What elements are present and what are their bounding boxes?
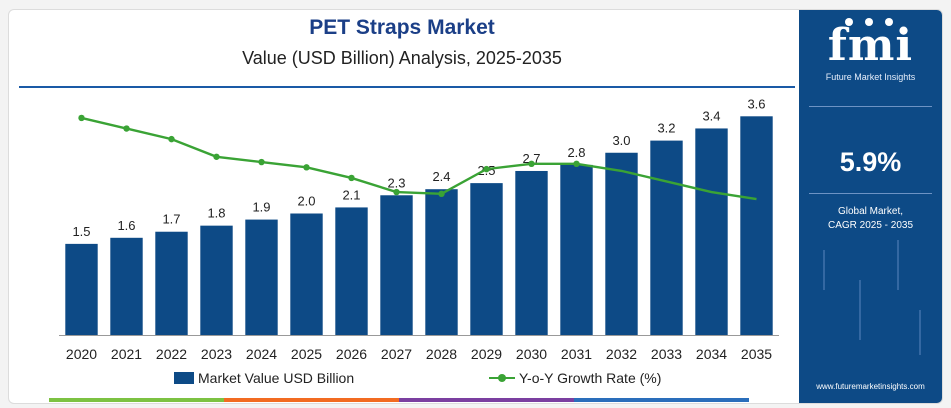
sidebar-rule-top	[809, 106, 932, 107]
bar-label-2023: 1.8	[207, 206, 225, 221]
chart-area: PET Straps Market Value (USD Billion) An…	[9, 10, 795, 403]
chart-card: PET Straps Market Value (USD Billion) An…	[8, 9, 943, 404]
legend-label-line: Y-o-Y Growth Rate (%)	[519, 370, 662, 386]
footer-strip-orange	[224, 398, 399, 402]
bar-2025	[290, 213, 323, 335]
bar-label-2025: 2.0	[297, 194, 315, 209]
title-divider	[19, 86, 795, 88]
x-tick-2024: 2024	[246, 346, 277, 362]
x-tick-2023: 2023	[201, 346, 232, 362]
x-tick-2028: 2028	[426, 346, 457, 362]
bar-label-2020: 1.5	[72, 224, 90, 239]
bar-label-2030: 2.7	[522, 151, 540, 166]
cagr-label-line2: CAGR 2025 - 2035	[827, 220, 914, 231]
cagr-label-line1: Global Market,	[837, 206, 904, 217]
footer-color-strip	[49, 398, 749, 402]
growth-point-2028	[438, 190, 445, 198]
bar-label-2027: 2.3	[387, 175, 405, 190]
brand-sidebar: fmi Future Market Insights 5.9% Global M…	[799, 10, 942, 403]
bar-2030	[515, 170, 548, 335]
logo-subtitle: Future Market Insights	[825, 72, 916, 82]
growth-point-2023	[213, 153, 220, 160]
plot-svg: 1.5 2020 1.6 2021 1.7 2022 1.8 2023 1.9 2024 2.0 20…	[59, 96, 779, 362]
bar-2020	[65, 243, 98, 335]
cagr-value: 5.9%	[839, 147, 902, 177]
x-tick-2020: 2020	[66, 346, 97, 362]
growth-point-2025	[303, 164, 310, 171]
footer-strip-purple	[399, 398, 574, 402]
bar-label-2034: 3.4	[702, 108, 720, 123]
x-tick-2027: 2027	[381, 346, 412, 362]
logo-dots-icon	[839, 18, 909, 28]
x-tick-2035: 2035	[741, 346, 772, 362]
x-tick-2022: 2022	[156, 346, 187, 362]
bar-2024	[245, 219, 278, 335]
growth-point-2029	[483, 165, 490, 173]
growth-point-2021	[123, 125, 130, 132]
bar-2021	[110, 237, 143, 335]
footer-strip-green	[49, 398, 224, 402]
bar-2033	[650, 140, 683, 335]
growth-point-2026	[348, 174, 355, 182]
x-tick-2032: 2032	[606, 346, 637, 362]
bar-label-2033: 3.2	[657, 121, 675, 136]
x-tick-2025: 2025	[291, 346, 322, 362]
bar-label-2024: 1.9	[252, 200, 270, 215]
bar-2023	[200, 225, 233, 335]
x-tick-2034: 2034	[696, 346, 727, 362]
bar-2034	[695, 128, 728, 335]
bar-2027	[380, 195, 413, 335]
bar-label-2031: 2.8	[567, 145, 585, 160]
chart-title: PET Straps Market	[309, 16, 495, 39]
x-tick-2031: 2031	[561, 346, 592, 362]
legend-item-bars: Market Value USD Billion	[174, 369, 354, 387]
bar-label-2032: 3.0	[612, 133, 630, 148]
bar-2032	[605, 152, 638, 335]
x-tick-2033: 2033	[651, 346, 682, 362]
sidebar-divider	[796, 10, 799, 403]
bar-2035	[740, 116, 773, 335]
legend-line-swatch	[489, 372, 515, 384]
bar-2022	[155, 231, 188, 335]
website-url: www.futuremarketinsights.com	[816, 382, 925, 391]
legend-item-line: Y-o-Y Growth Rate (%)	[489, 369, 661, 387]
x-tick-2021: 2021	[111, 346, 142, 362]
bar-2026	[335, 207, 368, 335]
bar-label-2022: 1.7	[162, 212, 180, 227]
legend-bar-swatch	[174, 372, 194, 384]
cagr-label: Global Market, CAGR 2025 - 2035	[799, 205, 942, 233]
bar-2028	[425, 189, 458, 335]
growth-point-2031	[573, 160, 580, 168]
growth-point-2027	[393, 188, 400, 196]
bar-label-2021: 1.6	[117, 218, 135, 233]
x-tick-2030: 2030	[516, 346, 547, 362]
growth-line	[81, 116, 757, 201]
growth-point-2024	[258, 158, 265, 166]
growth-point-2020	[78, 114, 85, 122]
chart-subtitle: Value (USD Billion) Analysis, 2025-2035	[242, 48, 562, 68]
x-tick-2029: 2029	[471, 346, 502, 362]
legend-label-bars: Market Value USD Billion	[198, 370, 355, 386]
bar-2029	[470, 183, 503, 335]
growth-point-2030	[528, 160, 535, 168]
bar-label-2028: 2.4	[432, 169, 450, 184]
footer-strip-blue	[574, 398, 749, 402]
x-tick-2026: 2026	[336, 346, 367, 362]
fmi-logo: fmi	[827, 20, 914, 71]
growth-point-2022	[168, 135, 175, 143]
bar-label-2026: 2.1	[342, 187, 360, 202]
bar-label-2035: 3.6	[747, 96, 765, 111]
bar-2031	[560, 164, 593, 335]
sidebar-rule-mid	[809, 193, 932, 194]
